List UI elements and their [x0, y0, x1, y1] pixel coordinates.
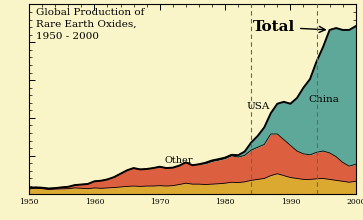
Text: USA: USA — [246, 102, 270, 111]
Text: Other: Other — [165, 156, 193, 165]
Text: Total: Total — [253, 20, 325, 34]
Text: China: China — [308, 95, 339, 103]
Text: Global Production of
Rare Earth Oxides,
1950 - 2000: Global Production of Rare Earth Oxides, … — [36, 8, 144, 41]
